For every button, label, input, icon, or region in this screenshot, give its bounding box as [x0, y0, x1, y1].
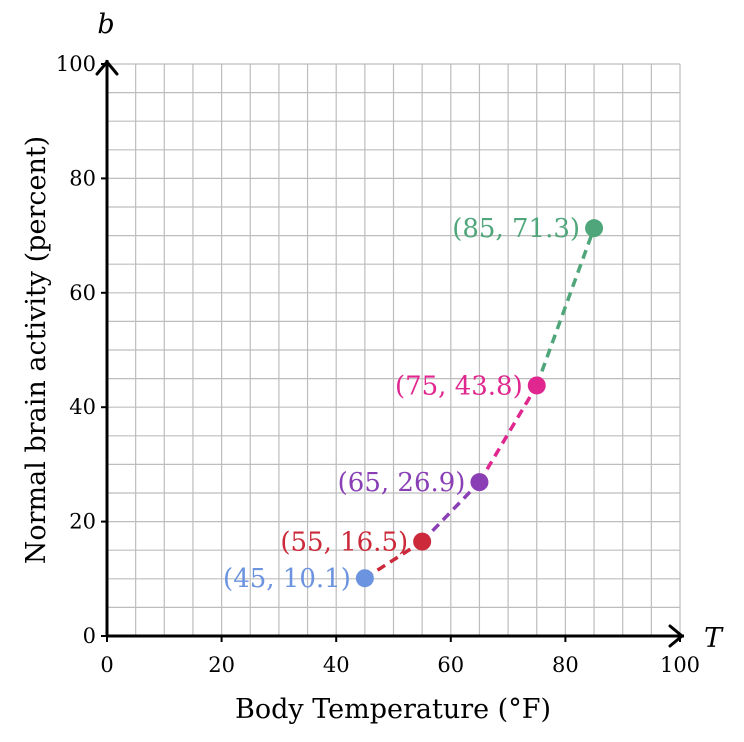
connector-segment: [363, 540, 424, 580]
connector-segment: [477, 384, 539, 484]
point-labels: (45, 10.1) (55, 16.5) (65, 26.9) (75, 43.8)…: [223, 214, 580, 594]
connector-segment: [535, 227, 596, 387]
data-point-label: (85, 71.3): [452, 214, 580, 244]
data-point-label: (55, 16.5): [280, 528, 408, 558]
y-tick-label: 100: [56, 52, 96, 76]
data-point: [355, 569, 374, 588]
y-axis-label: Normal brain activity (percent): [21, 136, 52, 564]
data-point: [585, 219, 604, 238]
data-point-label: (75, 43.8): [395, 371, 523, 401]
data-point: [470, 473, 489, 492]
x-tick-label: 20: [208, 653, 235, 677]
connecting-segments: [363, 227, 596, 580]
x-axis-label: Body Temperature (°F): [235, 694, 551, 725]
x-tick-label: 40: [323, 653, 350, 677]
y-tick-label: 20: [69, 510, 96, 534]
data-point-label: (65, 26.9): [338, 468, 466, 498]
x-tick-label: 100: [660, 653, 700, 677]
y-tick-label: 60: [69, 281, 96, 305]
y-tick-label: 0: [83, 624, 96, 648]
connector-segment: [420, 480, 481, 543]
y-axis-variable: b: [97, 9, 114, 40]
tick-labels: 0 20 40 60 80 100 0 20 40 60 80 100: [56, 52, 700, 677]
y-tick-label: 80: [69, 166, 96, 190]
data-point-label: (45, 10.1): [223, 564, 351, 594]
x-tick-label: 0: [100, 653, 113, 677]
x-axis-variable: T: [704, 623, 724, 654]
data-point: [413, 532, 432, 551]
x-axis-arrow: [668, 624, 685, 648]
x-tick-label: 60: [437, 653, 464, 677]
axes: [95, 59, 685, 648]
y-axis-arrow: [95, 59, 119, 76]
data-points: [355, 219, 604, 588]
y-tick-label: 40: [69, 395, 96, 419]
x-tick-label: 80: [552, 653, 579, 677]
data-point: [527, 376, 546, 395]
